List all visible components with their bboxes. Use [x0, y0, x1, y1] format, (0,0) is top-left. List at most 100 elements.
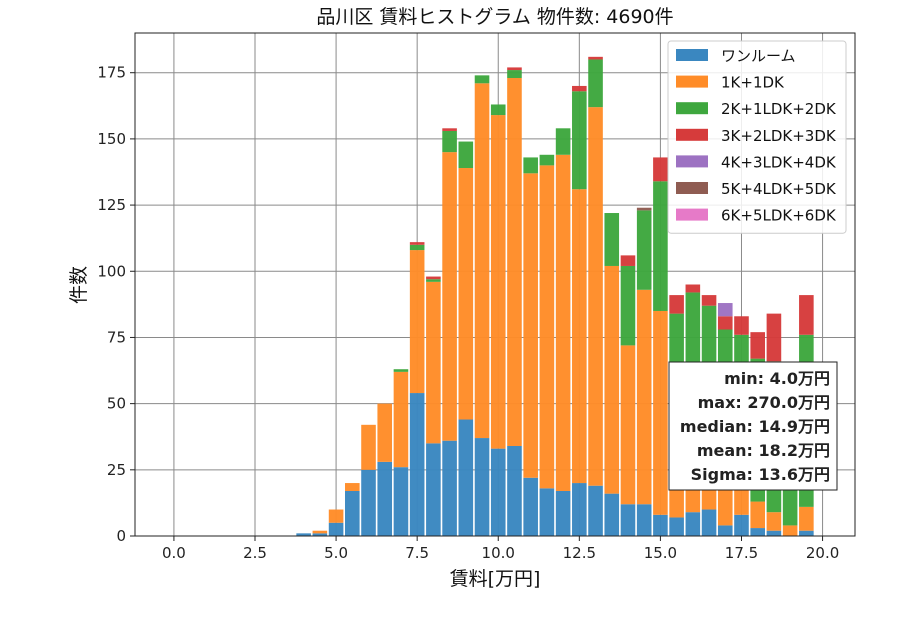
bar-segment-5-21: [636, 207, 652, 211]
bar-segment-2-21: [636, 210, 652, 290]
x-tick-label: 20.0: [806, 544, 839, 562]
bar-segment-1-4: [361, 424, 376, 470]
bar-segment-0-31: [799, 530, 814, 536]
bar-segment-1-26: [717, 488, 733, 526]
bar-segment-1-19: [604, 265, 620, 494]
bar-segment-1-15: [539, 165, 555, 489]
bar-segment-3-9: [442, 128, 457, 131]
bar-segment-2-9: [442, 130, 457, 153]
bar-segment-0-28: [750, 528, 765, 536]
bar-segment-1-6: [393, 371, 409, 468]
bar-segment-1-16: [555, 154, 571, 491]
bar-segment-2-14: [523, 157, 538, 174]
legend: ワンルーム 1K+1DK 2K+1LDK+2DK 3K+2LDK+3DK 4K+3LDK…: [667, 40, 847, 234]
legend-label: 2K+1LDK+2DK: [721, 100, 837, 118]
bar-segment-0-5: [377, 461, 393, 536]
bar-segment-0-17: [572, 483, 587, 536]
bar-segment-3-29: [766, 313, 782, 362]
y-tick-label: 100: [97, 262, 126, 280]
legend-swatch: [676, 102, 708, 115]
y-tick-label: 25: [107, 461, 126, 479]
bar-segment-3-20: [620, 255, 636, 266]
bar-segment-4-26: [717, 303, 733, 317]
y-tick-label: 0: [116, 527, 126, 545]
legend-swatch: [676, 182, 708, 194]
y-tick-label: 175: [97, 64, 126, 82]
bar-segment-3-8: [426, 276, 441, 280]
x-tick-label: 2.5: [243, 544, 267, 562]
stats-box-frame: [668, 361, 838, 491]
x-tick-label: 5.0: [324, 544, 348, 562]
bar-segment-1-28: [750, 501, 765, 529]
legend-swatch: [676, 75, 708, 88]
bar-segment-1-11: [474, 83, 490, 439]
x-axis-title: 賃料[万円]: [450, 568, 541, 590]
bar-segment-2-10: [458, 141, 474, 169]
x-tick-label: 12.5: [563, 544, 596, 562]
bar-segment-3-31: [799, 295, 814, 335]
bar-segment-0-12: [490, 448, 506, 536]
y-tick-label: 75: [107, 328, 126, 346]
legend-swatch: [676, 208, 708, 221]
bar-segment-0-25: [701, 509, 717, 536]
bar-segment-3-24: [685, 284, 701, 293]
bar-segment-0-2: [328, 522, 344, 536]
bar-segment-0-22: [653, 514, 668, 536]
stats-line: Sigma: 13.6万円: [691, 465, 830, 484]
bar-segment-1-30: [782, 525, 798, 536]
bar-segment-0-7: [409, 393, 425, 536]
x-tick-label: 15.0: [644, 544, 677, 562]
x-tick-label: 10.0: [482, 544, 515, 562]
bar-segment-2-23: [669, 313, 684, 370]
plot-frame: [134, 32, 856, 537]
legend-swatch: [676, 155, 708, 168]
bar-segment-1-29: [766, 512, 782, 531]
bar-segment-1-14: [523, 173, 538, 478]
bar-segment-1-22: [653, 310, 668, 515]
bar-segment-0-6: [393, 467, 409, 536]
bar-segment-1-18: [588, 107, 603, 486]
bar-segment-0-18: [588, 485, 603, 536]
bar-segment-0-14: [523, 477, 538, 536]
bar-segment-3-13: [507, 67, 522, 71]
y-axis-ticks: 0 25 50 75 100 125 150 175: [97, 64, 135, 545]
bar-segment-1-31: [799, 506, 814, 531]
y-tick-label: 125: [97, 196, 126, 214]
bar-segment-2-16: [555, 128, 571, 155]
bar-segment-1-9: [442, 152, 457, 441]
legend-label: 3K+2LDK+3DK: [721, 127, 837, 145]
bar-segment-2-20: [620, 265, 636, 346]
bar-segment-0-26: [717, 525, 733, 536]
bar-segment-2-18: [588, 59, 603, 108]
bar-segment-1-7: [409, 250, 425, 394]
bar-segment-1-20: [620, 345, 636, 505]
bar-segment-2-22: [653, 181, 668, 311]
bar-segment-0-15: [539, 488, 555, 536]
bar-segment-3-18: [588, 56, 603, 60]
bar-segment-1-17: [572, 189, 587, 484]
bar-segment-1-12: [490, 115, 506, 449]
x-axis-ticks: 0.0 2.5 5.0 7.5 10.0 12.5 15.0 17.5 20.0: [162, 536, 839, 562]
bar-segment-1-13: [507, 78, 522, 446]
bar-segment-0-10: [458, 419, 474, 536]
legend-swatch: [676, 49, 708, 61]
y-tick-label: 150: [97, 130, 126, 148]
legend-swatch: [676, 128, 708, 141]
bar-segment-3-23: [669, 295, 684, 314]
x-tick-label: 7.5: [405, 544, 429, 562]
bar-segment-0-9: [442, 440, 457, 536]
bar-segment-1-10: [458, 168, 474, 420]
stats-line: mean: 18.2万円: [697, 441, 830, 460]
bar-segment-2-8: [426, 279, 441, 282]
x-tick-label: 0.0: [162, 544, 186, 562]
stats-line: max: 270.0万円: [698, 393, 830, 412]
bar-segment-0-21: [636, 504, 652, 536]
bar-segment-2-12: [490, 104, 506, 116]
bar-segment-2-7: [409, 244, 425, 251]
bar-segment-2-11: [474, 75, 490, 84]
stats-box: min: 4.0万円 max: 270.0万円 median: 14.9万円 mean…: [668, 361, 838, 491]
legend-label: ワンルーム: [721, 47, 796, 65]
bar-segment-0-29: [766, 530, 782, 536]
bar-segment-3-7: [409, 242, 425, 245]
